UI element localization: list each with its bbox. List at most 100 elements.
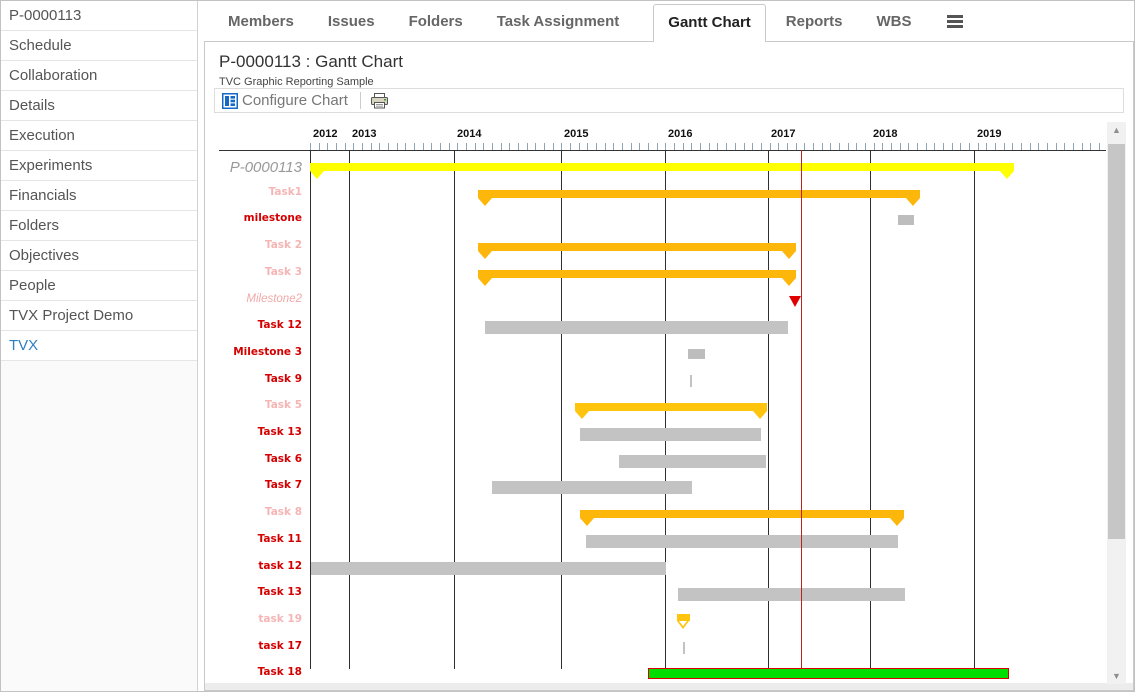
- month-tick: [735, 143, 736, 150]
- tab-task-assignment[interactable]: Task Assignment: [496, 13, 620, 30]
- gantt-bar-task[interactable]: [678, 588, 905, 602]
- gantt-bar-summary[interactable]: [580, 510, 904, 519]
- month-tick: [605, 143, 606, 150]
- month-tick: [648, 143, 649, 150]
- gantt-zero-length-task[interactable]: [690, 374, 692, 387]
- gantt-milestone-flag[interactable]: [677, 613, 690, 621]
- sidebar-item-financials[interactable]: Financials: [1, 181, 197, 211]
- tab-reports[interactable]: Reports: [785, 13, 843, 30]
- gantt-bar-summary[interactable]: [478, 189, 920, 198]
- month-tick: [1047, 143, 1048, 150]
- sidebar-item-label: Financials: [9, 187, 77, 204]
- configure-chart-icon: [222, 92, 238, 109]
- month-tick: [1099, 143, 1100, 150]
- configure-chart-button[interactable]: Configure Chart: [242, 92, 348, 109]
- sidebar-item-details[interactable]: Details: [1, 91, 197, 121]
- page-title: P-0000113 : Gantt Chart: [219, 52, 403, 71]
- scrollbar-thumb[interactable]: [1108, 144, 1125, 539]
- gantt-milestone-square[interactable]: [688, 348, 705, 359]
- gantt-zero-length-task[interactable]: [683, 641, 685, 654]
- gantt-bar-task[interactable]: [311, 561, 666, 575]
- month-tick: [978, 143, 979, 150]
- sidebar-item-objectives[interactable]: Objectives: [1, 241, 197, 271]
- sidebar-item-p-0000113[interactable]: P-0000113: [1, 1, 197, 31]
- year-gridline: [561, 150, 562, 669]
- month-tick: [1090, 143, 1091, 150]
- month-tick: [891, 143, 892, 150]
- gantt-bar-summary[interactable]: [478, 269, 796, 278]
- month-tick: [379, 143, 380, 150]
- gantt-bar-task[interactable]: [580, 428, 761, 441]
- print-icon[interactable]: [370, 92, 389, 109]
- sidebar-item-people[interactable]: People: [1, 271, 197, 301]
- sidebar-item-execution[interactable]: Execution: [1, 121, 197, 151]
- month-tick: [856, 143, 857, 150]
- sidebar-item-label: Schedule: [9, 37, 72, 54]
- month-tick: [726, 143, 727, 150]
- gantt-row-label: Milestone 3: [233, 345, 302, 358]
- header: P-0000113 : Gantt Chart TVC Graphic Repo…: [219, 52, 403, 88]
- month-tick: [431, 143, 432, 150]
- gantt-bar-task[interactable]: [619, 454, 766, 468]
- horizontal-scrollbar-track[interactable]: [205, 683, 1133, 690]
- sidebar-item-label: P-0000113: [9, 7, 82, 24]
- month-tick: [310, 143, 311, 150]
- sidebar-item-folders[interactable]: Folders: [1, 211, 197, 241]
- scroll-up-icon[interactable]: ▲: [1112, 125, 1121, 135]
- gantt-bar-summary[interactable]: [310, 163, 1014, 171]
- month-tick: [631, 143, 632, 150]
- sidebar-item-experiments[interactable]: Experiments: [1, 151, 197, 181]
- gantt-bar-range[interactable]: [648, 668, 1009, 680]
- gantt-bar-summary[interactable]: [478, 243, 796, 252]
- month-tick: [969, 143, 970, 150]
- sidebar-item-tvx[interactable]: TVX: [1, 331, 197, 361]
- month-tick: [683, 143, 684, 150]
- sidebar-item-schedule[interactable]: Schedule: [1, 31, 197, 61]
- chart-toolbar: Configure Chart: [214, 88, 1124, 113]
- month-tick: [665, 143, 666, 150]
- gantt-row-label: task 19: [258, 612, 302, 625]
- year-gridline: [974, 150, 975, 669]
- month-tick: [874, 143, 875, 150]
- sidebar-item-label: People: [9, 277, 56, 294]
- sidebar-item-collaboration[interactable]: Collaboration: [1, 61, 197, 91]
- gantt-row-label: Task 8: [264, 506, 302, 519]
- month-tick: [865, 143, 866, 150]
- scroll-down-icon[interactable]: ▼: [1112, 671, 1121, 681]
- sidebar-item-tvx-project-demo[interactable]: TVX Project Demo: [1, 301, 197, 331]
- vertical-scrollbar[interactable]: ▲ ▼: [1107, 122, 1126, 684]
- gantt-milestone-triangle[interactable]: [789, 295, 801, 307]
- year-label: 2012: [313, 128, 338, 140]
- gantt-milestone-square[interactable]: [898, 215, 914, 226]
- month-tick: [371, 143, 372, 150]
- gantt-bar-endcap: [478, 277, 492, 286]
- gantt-bar-summary[interactable]: [575, 403, 767, 412]
- gantt-row-label: milestone: [243, 212, 302, 225]
- gantt-row-label: Task 6: [264, 452, 302, 465]
- tab-wbs[interactable]: WBS: [876, 13, 912, 30]
- gantt-row-label: Task 2: [264, 239, 302, 252]
- tab-members[interactable]: Members: [228, 13, 294, 30]
- month-tick: [1012, 143, 1013, 150]
- gantt-bar-task[interactable]: [586, 534, 898, 548]
- year-label: 2013: [352, 128, 377, 140]
- sidebar-item-label: Details: [9, 97, 55, 114]
- tab-folders[interactable]: Folders: [408, 13, 463, 30]
- month-tick: [1064, 143, 1065, 150]
- month-tick: [839, 143, 840, 150]
- tab-gantt-chart[interactable]: Gantt Chart: [653, 3, 766, 42]
- gantt-bar-endcap: [1000, 171, 1014, 179]
- tab-issues[interactable]: Issues: [327, 13, 375, 30]
- gantt-bar-task[interactable]: [485, 321, 788, 335]
- year-gridline: [349, 150, 350, 669]
- month-tick: [336, 143, 337, 150]
- gantt-bar-task[interactable]: [492, 481, 692, 495]
- month-tick: [492, 143, 493, 150]
- month-tick: [848, 143, 849, 150]
- month-tick: [535, 143, 536, 150]
- hamburger-menu-icon[interactable]: [945, 11, 965, 33]
- month-tick: [587, 143, 588, 150]
- month-tick: [882, 143, 883, 150]
- month-tick: [544, 143, 545, 150]
- month-tick: [717, 143, 718, 150]
